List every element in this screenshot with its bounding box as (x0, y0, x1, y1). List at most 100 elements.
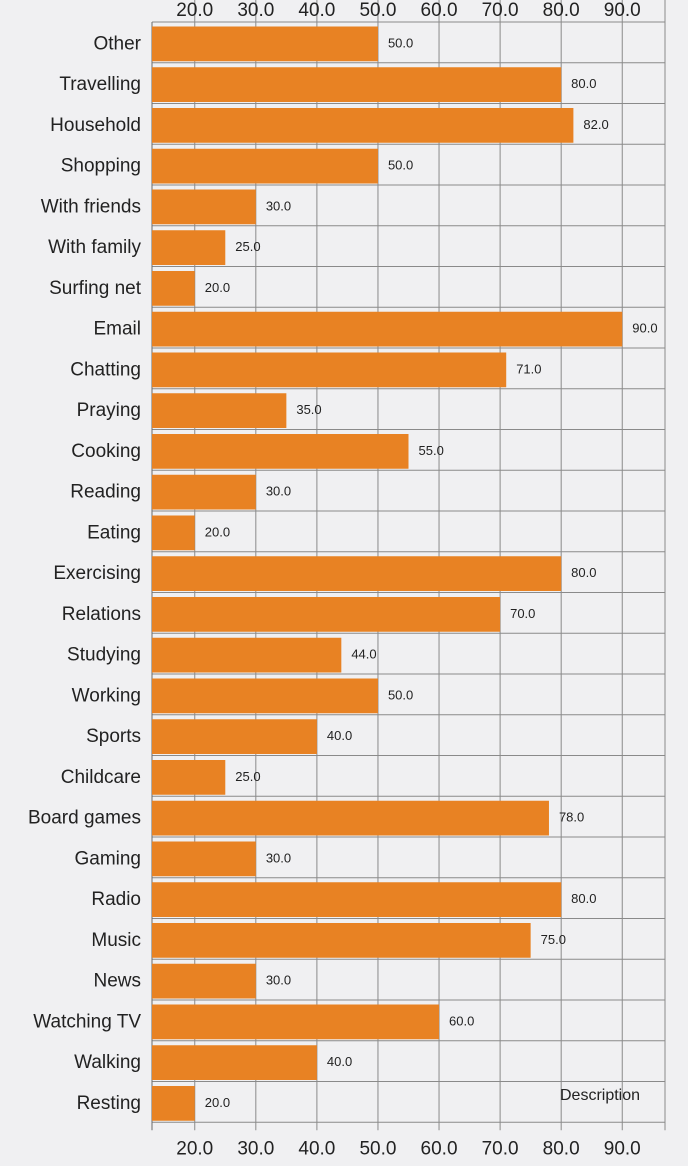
x-tick-label-top: 30.0 (237, 0, 274, 21)
category-label: Exercising (53, 563, 141, 584)
value-label: 20.0 (205, 524, 230, 539)
bar (152, 434, 409, 469)
category-label: Music (91, 930, 141, 951)
category-label: Sports (86, 726, 141, 747)
value-label: 50.0 (388, 687, 413, 702)
value-label: 82.0 (583, 117, 608, 132)
value-label: 90.0 (632, 321, 657, 336)
bar (152, 637, 342, 673)
bar (152, 678, 378, 714)
bar (152, 597, 501, 632)
bar (152, 963, 256, 999)
bar (152, 230, 226, 265)
value-label: 30.0 (266, 198, 291, 213)
x-tick-label-bottom: 30.0 (237, 1138, 274, 1159)
bar (152, 800, 549, 836)
bar (152, 1004, 440, 1040)
value-label: 55.0 (419, 443, 444, 458)
bar (152, 882, 562, 917)
value-label: 30.0 (266, 850, 291, 865)
value-label: 25.0 (235, 769, 260, 784)
value-label: 80.0 (571, 565, 596, 580)
bar (152, 26, 378, 62)
value-label: 50.0 (388, 35, 413, 50)
value-label: 75.0 (541, 932, 566, 947)
bar (152, 148, 378, 184)
category-label: Board games (28, 808, 141, 829)
category-label: Eating (87, 522, 141, 543)
x-tick-label-bottom: 40.0 (298, 1138, 335, 1159)
category-label: Radio (91, 889, 141, 910)
category-label: With friends (41, 196, 141, 217)
category-label: Household (50, 115, 141, 136)
category-label: Surfing net (49, 278, 142, 299)
bar (152, 515, 195, 551)
bar (152, 923, 531, 958)
value-label: 30.0 (266, 484, 291, 499)
category-label: Chatting (70, 359, 141, 380)
bar (152, 556, 562, 591)
value-label: 40.0 (327, 1054, 352, 1069)
bar (152, 67, 562, 102)
category-label: Other (93, 33, 141, 54)
value-label: 70.0 (510, 606, 535, 621)
x-tick-label-bottom: 60.0 (421, 1138, 458, 1159)
category-label: Childcare (61, 767, 141, 788)
value-label: 71.0 (516, 361, 541, 376)
x-tick-label-top: 80.0 (543, 0, 580, 21)
category-label: Praying (77, 400, 141, 421)
value-label: 20.0 (205, 1095, 230, 1110)
value-label: 80.0 (571, 891, 596, 906)
x-tick-label-top: 50.0 (359, 0, 396, 21)
x-tick-label-bottom: 70.0 (482, 1138, 519, 1159)
bar (152, 352, 507, 388)
x-tick-label-bottom: 90.0 (604, 1138, 641, 1159)
value-label: 35.0 (296, 402, 321, 417)
value-label: 44.0 (351, 647, 376, 662)
value-label: 25.0 (235, 239, 260, 254)
category-label: Watching TV (33, 1011, 141, 1032)
value-label: 78.0 (559, 810, 584, 825)
bar (152, 1045, 317, 1080)
category-label: Walking (74, 1052, 141, 1073)
category-label: Studying (67, 645, 141, 666)
x-tick-label-top: 60.0 (421, 0, 458, 21)
x-tick-label-top: 70.0 (482, 0, 519, 21)
value-label: 80.0 (571, 76, 596, 91)
bar (152, 474, 256, 510)
bar (152, 841, 256, 877)
category-label: Cooking (71, 441, 141, 462)
x-tick-label-top: 90.0 (604, 0, 641, 21)
category-label: Shopping (61, 156, 141, 177)
legend-description: Description (560, 1087, 640, 1104)
category-label: Resting (77, 1093, 141, 1114)
bar-layer (152, 26, 623, 1121)
category-label: With family (48, 237, 141, 258)
category-label: News (93, 971, 141, 992)
value-label: 60.0 (449, 1013, 474, 1028)
value-label: 50.0 (388, 158, 413, 173)
bar (152, 271, 195, 306)
bar (152, 393, 287, 428)
bar (152, 1086, 195, 1121)
label-layer: 20.0 20.0 30.0 30.0 40.0 40.0 50.0 50.0 60.0 60.0… (28, 0, 658, 1159)
x-tick-label-bottom: 50.0 (359, 1138, 396, 1159)
x-tick-label-top: 40.0 (298, 0, 335, 21)
value-label: 40.0 (327, 728, 352, 743)
category-label: Gaming (74, 848, 141, 869)
value-label: 20.0 (205, 280, 230, 295)
x-tick-label-bottom: 80.0 (543, 1138, 580, 1159)
bar (152, 760, 226, 795)
bar (152, 311, 623, 347)
bar (152, 189, 256, 225)
category-label: Relations (62, 604, 141, 625)
category-label: Reading (70, 482, 141, 503)
category-label: Travelling (59, 74, 141, 95)
category-label: Email (93, 319, 141, 340)
x-tick-label-bottom: 20.0 (176, 1138, 213, 1159)
bar (152, 108, 574, 143)
x-tick-label-top: 20.0 (176, 0, 213, 21)
bar (152, 719, 317, 754)
category-label: Working (72, 685, 141, 706)
